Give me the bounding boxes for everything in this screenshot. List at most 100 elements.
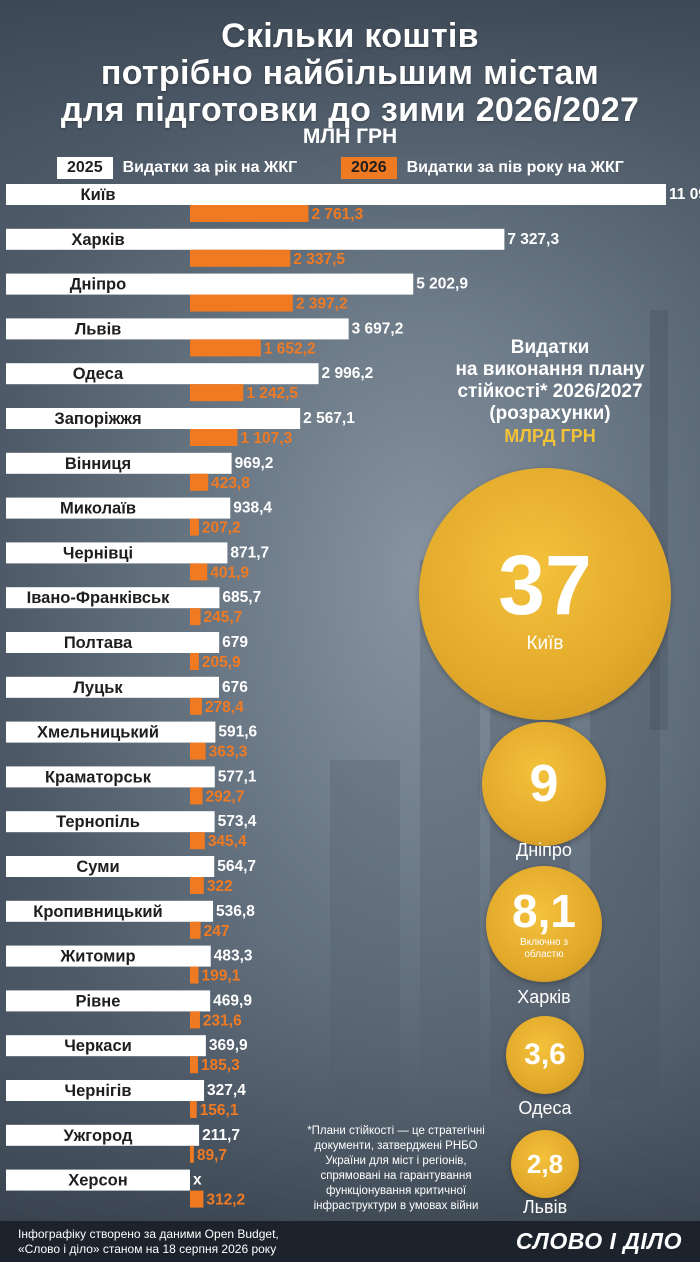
resilience-title: Видатки на виконання плану стійкості* 20… xyxy=(400,337,700,425)
bar-2026 xyxy=(190,1190,204,1208)
value-label-2025: 7 327,3 xyxy=(507,231,559,248)
category-label: Житомир xyxy=(59,948,135,966)
category-label: Львів xyxy=(75,320,122,338)
value-label-2026: 2 337,5 xyxy=(293,251,345,268)
bar-2026 xyxy=(190,653,199,670)
bubble-lviv: 2,8 xyxy=(511,1130,579,1198)
legend-2025-label: Видатки за рік на ЖКГ xyxy=(122,159,298,176)
value-label-2025: 676 xyxy=(222,679,248,696)
value-label-2025: 369,9 xyxy=(209,1037,248,1054)
legend-2026: 2026 Видатки за пів року на ЖКГ xyxy=(341,157,624,179)
bubble-note: Включно з областю xyxy=(520,936,568,960)
bubble-dnipro: 9 xyxy=(482,722,606,846)
value-label-2025: 577,1 xyxy=(218,768,257,785)
category-label: Хмельницький xyxy=(37,724,159,742)
bar-2025 xyxy=(6,1035,206,1057)
bar-2025 xyxy=(6,184,666,205)
bar-2025 xyxy=(6,811,215,833)
legend-2026-label: Видатки за пів року на ЖКГ xyxy=(406,159,624,176)
value-label-2026: 322 xyxy=(207,878,233,895)
value-label-2025: 3 697,2 xyxy=(352,320,404,337)
bar-2025 xyxy=(6,900,214,922)
category-label: Чернігів xyxy=(65,1082,132,1100)
bar-2026 xyxy=(190,429,238,446)
category-label: Вінниця xyxy=(65,455,131,473)
category-label: Тернопіль xyxy=(56,813,140,831)
bar-2026 xyxy=(190,384,244,402)
bubble-city: Одеса xyxy=(518,1098,572,1118)
bar-2026 xyxy=(190,205,309,222)
bar-2025 xyxy=(6,990,211,1012)
bar-2026 xyxy=(190,921,201,939)
value-label-2026: 1 652,2 xyxy=(264,340,316,357)
bubble-city: Львів xyxy=(522,1197,568,1217)
value-label-2026: 1 107,3 xyxy=(241,430,293,447)
value-label-2026: 89,7 xyxy=(197,1147,227,1164)
value-label-2026: 199,1 xyxy=(202,968,241,985)
bar-2026 xyxy=(190,563,208,581)
value-label-2026: 312,2 xyxy=(206,1192,245,1209)
category-label: Луцьк xyxy=(73,679,123,697)
bubble-value: 2,8 xyxy=(526,1149,564,1179)
title-line-2: потрібно найбільшим містам xyxy=(100,54,600,92)
category-label: Миколаїв xyxy=(60,500,136,518)
bar-2026 xyxy=(190,518,199,536)
bubble-city: Київ xyxy=(526,633,564,654)
legend-2025: 2025 Видатки за рік на ЖКГ xyxy=(57,157,297,179)
bar-2025 xyxy=(6,632,220,653)
bar-2025 xyxy=(6,497,231,519)
category-label: Івано-Франківськ xyxy=(27,589,170,607)
bubble-city: Харків xyxy=(517,987,571,1007)
value-label-2026: 207,2 xyxy=(202,520,241,537)
bar-2026 xyxy=(190,339,261,357)
value-label-2026: 185,3 xyxy=(201,1057,240,1074)
resilience-title-line-4: (розрахунки) xyxy=(489,403,611,424)
footer: Інфографіку створено за даними Open Budg… xyxy=(0,1221,700,1262)
category-label: Суми xyxy=(76,858,119,876)
value-label-2026: 205,9 xyxy=(202,654,241,671)
bar-2026 xyxy=(190,1011,200,1029)
bar-2026 xyxy=(190,966,199,984)
bar-2025 xyxy=(6,587,220,609)
bubble-value: 3,6 xyxy=(524,1038,566,1071)
value-label-2026: 247 xyxy=(204,923,230,940)
category-label: Харків xyxy=(71,231,124,249)
value-label-2025: 327,4 xyxy=(207,1082,246,1099)
chart-title: Скільки коштів потрібно найбільшим міста… xyxy=(0,18,700,129)
value-label-2025: 2 996,2 xyxy=(322,365,374,382)
value-label-2025: 871,7 xyxy=(230,544,269,561)
value-label-2026: 2 761,3 xyxy=(311,206,363,223)
bar-2026 xyxy=(190,787,203,805)
value-label-2026: 278,4 xyxy=(205,699,244,716)
bar-2025 xyxy=(6,273,414,295)
value-label-2026: 1 242,5 xyxy=(246,385,298,402)
bar-2026 xyxy=(190,1145,194,1163)
bar-2025 xyxy=(6,721,216,743)
bubble-value: 37 xyxy=(498,538,592,632)
bar-2025 xyxy=(6,228,505,250)
source-text: Інфографіку створено за даними Open Budg… xyxy=(18,1227,279,1257)
value-label-2026: 401,9 xyxy=(210,564,249,581)
value-label-2025: 564,7 xyxy=(217,858,256,875)
bar-2026 xyxy=(190,877,204,894)
category-label: Херсон xyxy=(68,1172,127,1190)
bar-2025 xyxy=(6,1169,190,1191)
bubble-odesa: 3,6 xyxy=(506,1016,584,1094)
bar-2026 xyxy=(190,697,202,715)
bubble-value: 8,1 xyxy=(512,884,576,937)
value-label-2026: 345,4 xyxy=(208,833,247,850)
category-label: Краматорськ xyxy=(45,768,152,786)
value-label-2026: 245,7 xyxy=(204,609,243,626)
value-label-2026: 156,1 xyxy=(200,1102,239,1119)
value-label-2026: 423,8 xyxy=(211,475,250,492)
legend-2026-swatch: 2026 xyxy=(341,157,397,179)
bar-2025 xyxy=(6,766,215,788)
legend-2025-swatch: 2025 xyxy=(57,157,113,179)
bar-2025 xyxy=(6,676,220,698)
title-line-3: для підготовки до зими 2026/2027 xyxy=(60,91,640,129)
category-label: Київ xyxy=(81,186,116,204)
value-label-2026: 231,6 xyxy=(203,1012,242,1029)
value-label-2025: 2 567,1 xyxy=(303,410,355,427)
value-label-2025: 11 094 xyxy=(669,186,700,203)
resilience-title-line-1: Видатки xyxy=(510,337,590,358)
